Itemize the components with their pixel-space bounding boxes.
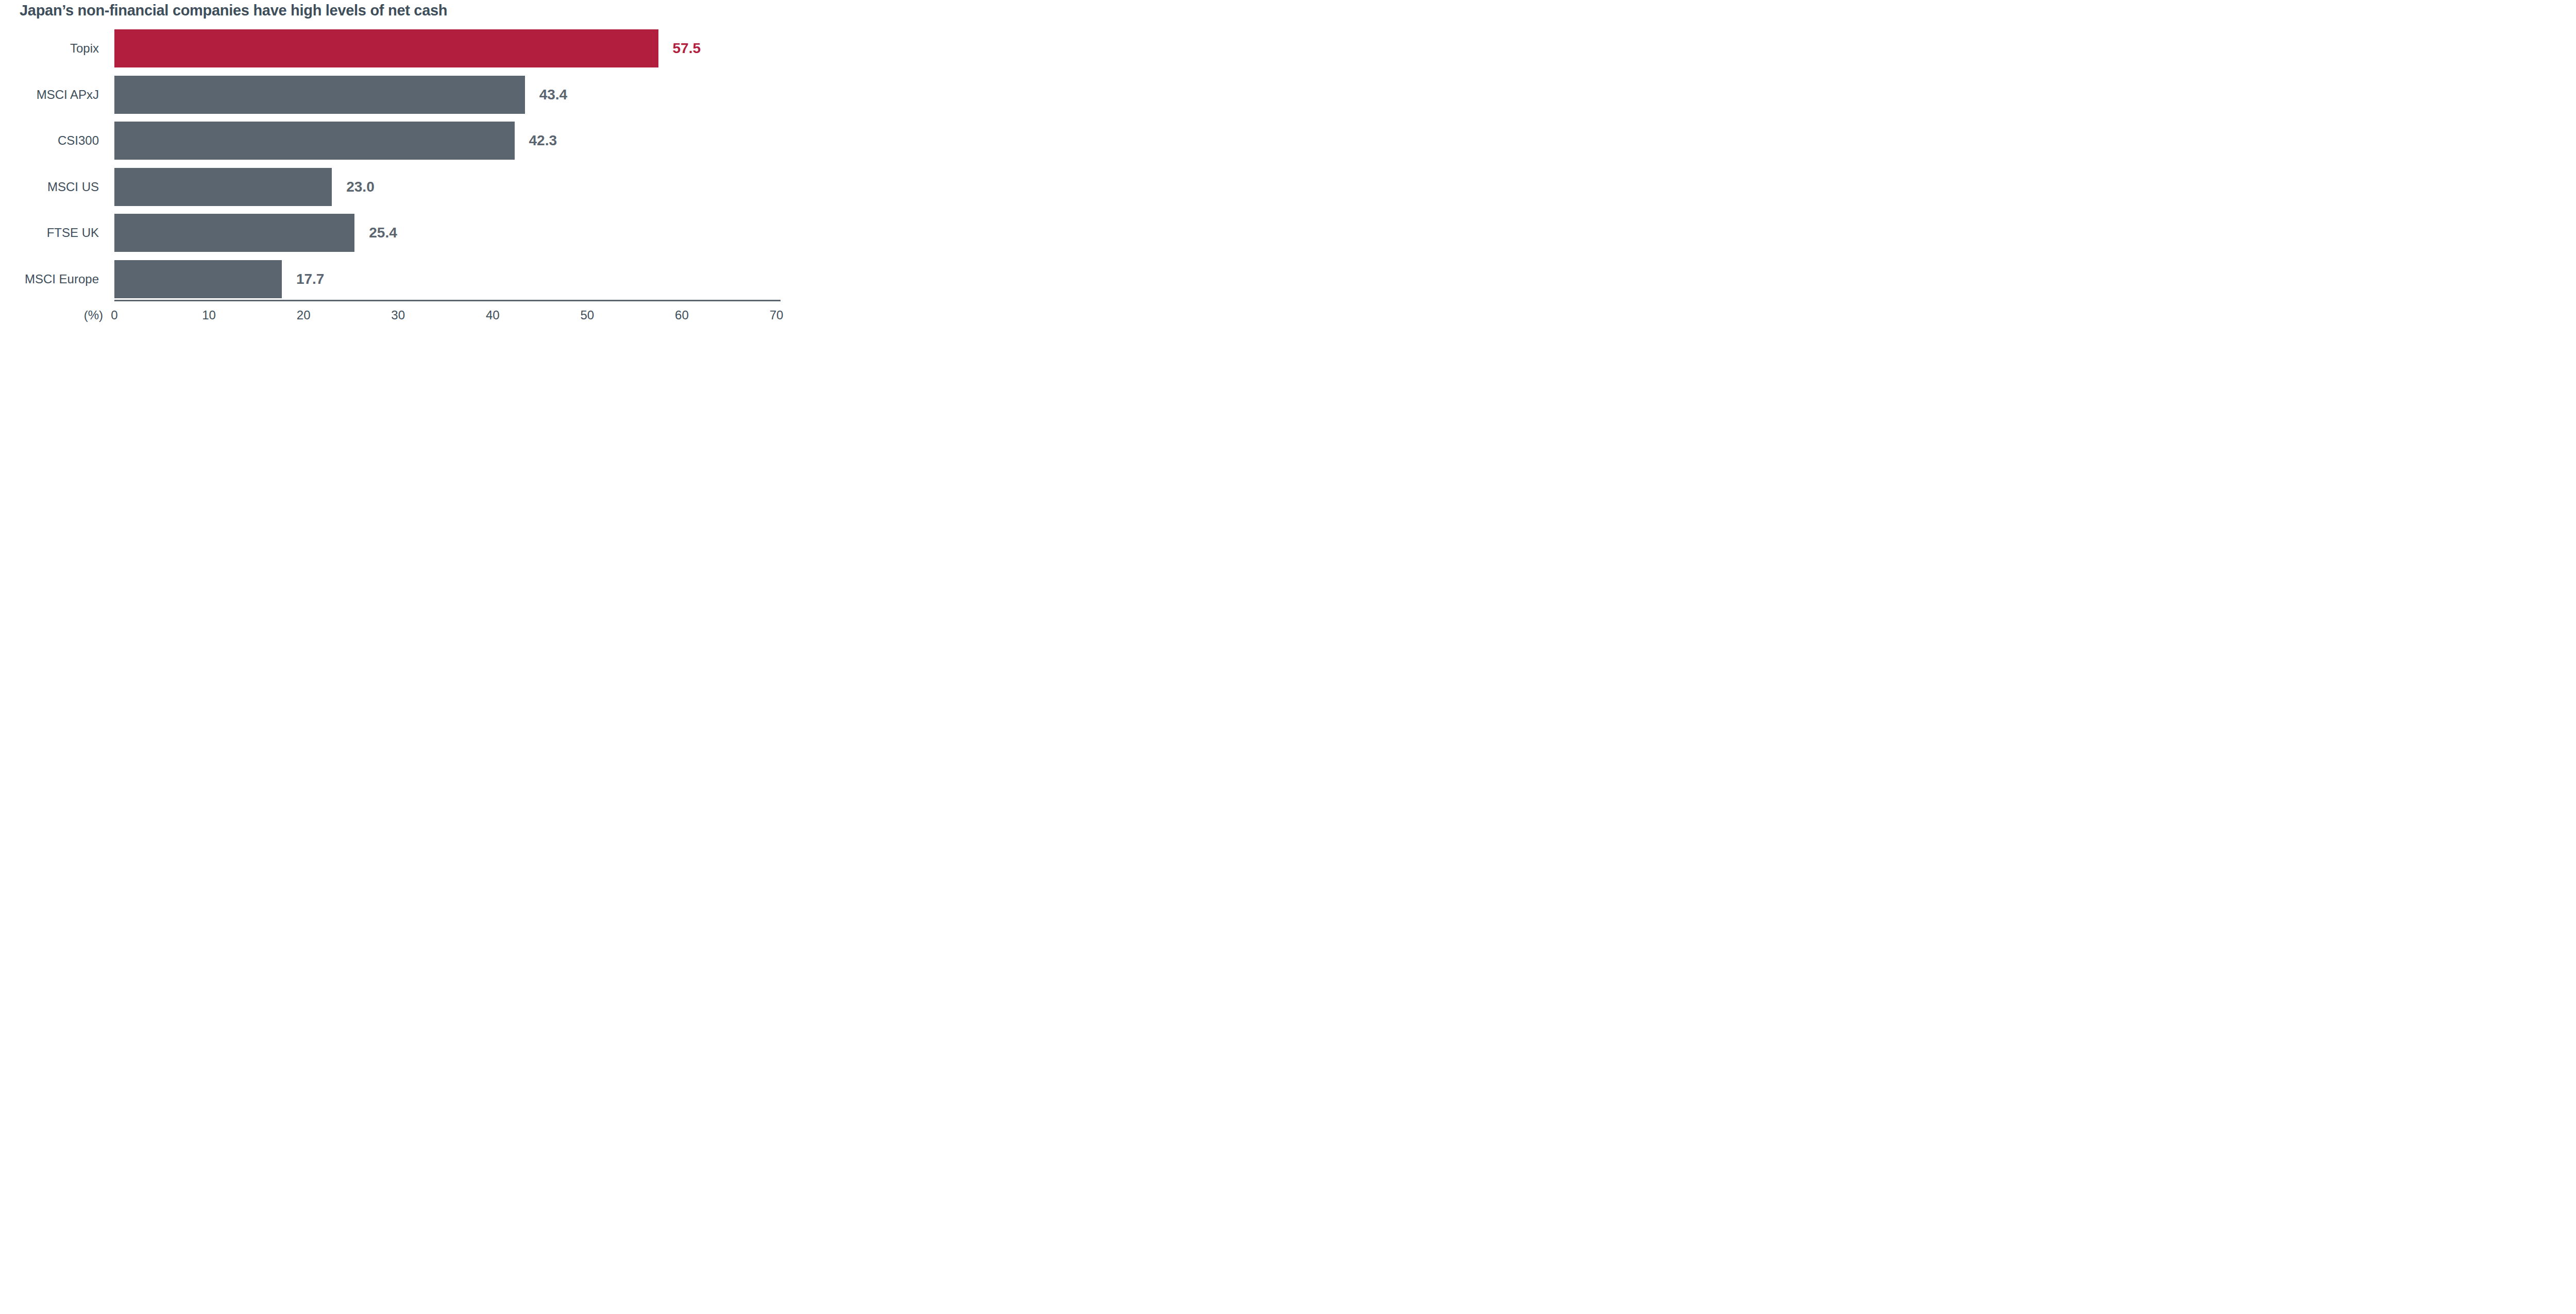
bar-row: MSCI Europe 17.7 (0, 260, 805, 298)
category-label: MSCI Europe (0, 260, 99, 298)
category-label: FTSE UK (0, 214, 99, 252)
bar (114, 76, 525, 114)
bar-row: FTSE UK 25.4 (0, 214, 805, 252)
bar (114, 214, 354, 252)
value-label: 17.7 (296, 260, 325, 298)
x-axis-tick-label: 10 (202, 308, 216, 322)
bar (114, 122, 515, 160)
bar-chart: Japan’s non-financial companies have hig… (0, 0, 805, 329)
bar-row: MSCI US 23.0 (0, 168, 805, 206)
value-label: 43.4 (539, 76, 568, 114)
x-axis-ticks: 010203040506070 (114, 308, 776, 325)
bar-row: Topix 57.5 (0, 29, 805, 67)
bar (114, 168, 332, 206)
x-axis-tick-label: 20 (297, 308, 311, 322)
value-label: 57.5 (673, 29, 701, 67)
chart-title: Japan’s non-financial companies have hig… (20, 2, 447, 19)
bar-highlighted (114, 29, 658, 67)
x-axis-unit-label: (%) (0, 308, 103, 322)
x-axis-line (114, 300, 781, 301)
x-axis-tick-label: 50 (580, 308, 594, 322)
x-axis-tick-label: 40 (486, 308, 500, 322)
category-label: MSCI US (0, 168, 99, 206)
x-axis-tick-label: 60 (675, 308, 689, 322)
bar (114, 260, 282, 298)
category-label: MSCI APxJ (0, 76, 99, 114)
category-label: Topix (0, 29, 99, 67)
bar-row: MSCI APxJ 43.4 (0, 76, 805, 114)
category-label: CSI300 (0, 122, 99, 160)
value-label: 42.3 (529, 122, 557, 160)
x-axis-tick-label: 30 (391, 308, 405, 322)
value-label: 25.4 (369, 214, 397, 252)
x-axis-tick-label: 70 (770, 308, 784, 322)
bar-row: CSI300 42.3 (0, 122, 805, 160)
x-axis-tick-label: 0 (111, 308, 117, 322)
value-label: 23.0 (346, 168, 375, 206)
